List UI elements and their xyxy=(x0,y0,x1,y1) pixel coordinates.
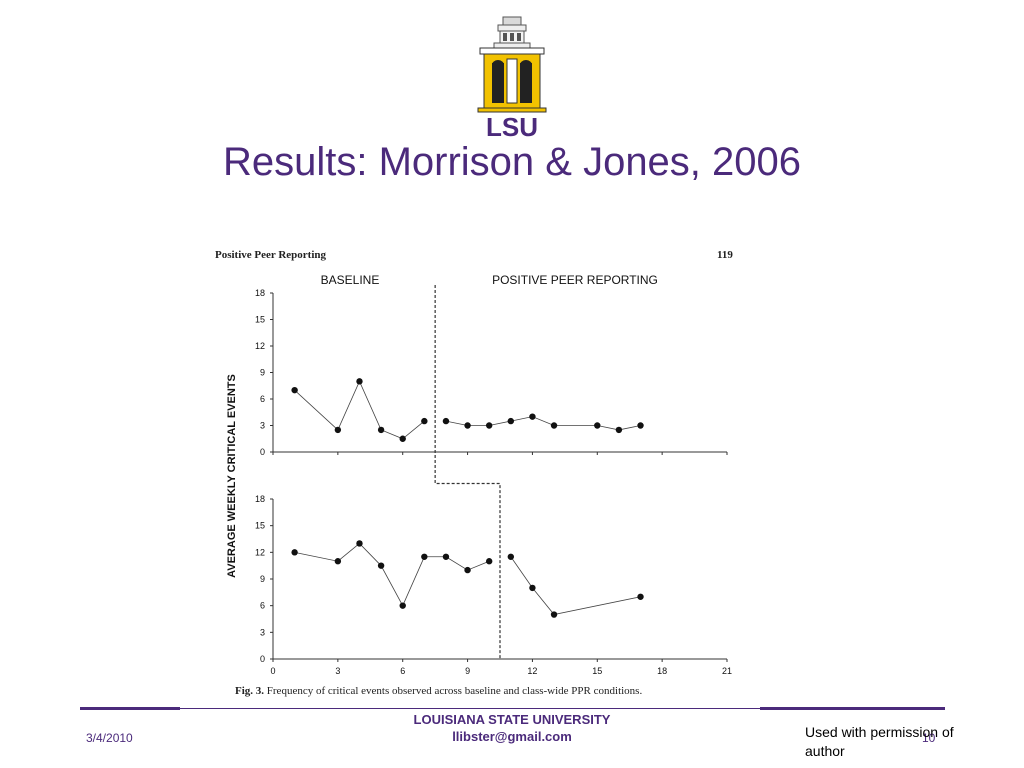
data-point xyxy=(615,426,623,434)
phase-change-line xyxy=(434,285,501,659)
footer-rule-right xyxy=(760,707,945,710)
y-tick-label: 0 xyxy=(260,654,265,664)
footer-email: llibster@gmail.com xyxy=(452,729,572,744)
figure-page-number: 119 xyxy=(717,249,733,261)
y-tick-label: 18 xyxy=(255,288,265,298)
x-tick-label: 18 xyxy=(657,666,667,676)
permission-note: Used with permission of author xyxy=(805,724,954,759)
y-tick-label: 15 xyxy=(255,315,265,325)
figure-header: Positive Peer Reporting xyxy=(215,249,326,261)
data-point xyxy=(377,426,385,434)
data-point xyxy=(550,611,558,618)
footer-rule-left xyxy=(80,707,180,710)
data-point xyxy=(485,422,493,429)
x-tick-label: 0 xyxy=(270,666,275,676)
data-point xyxy=(507,417,515,425)
x-tick-label: 6 xyxy=(400,666,405,676)
y-tick-label: 15 xyxy=(255,521,265,531)
x-tick-label: 15 xyxy=(592,666,602,676)
lsu-logo: LSU xyxy=(477,16,547,140)
y-tick-label: 3 xyxy=(260,421,265,431)
y-tick-label: 6 xyxy=(260,601,265,611)
data-point xyxy=(421,417,428,425)
data-point xyxy=(291,386,298,394)
data-point xyxy=(464,422,471,429)
chart: BASELINE POSITIVE PEER REPORTING AVERAGE W… xyxy=(226,273,732,676)
data-point xyxy=(529,413,536,420)
data-point xyxy=(529,584,536,592)
data-point xyxy=(550,422,558,429)
phase-label-baseline: BASELINE xyxy=(321,273,380,287)
data-point xyxy=(442,553,450,560)
y-tick-label: 9 xyxy=(260,368,265,378)
y-tick-label: 12 xyxy=(255,341,265,351)
footer-rule xyxy=(180,708,760,709)
y-tick-label: 3 xyxy=(260,627,265,637)
data-point xyxy=(507,553,515,560)
slide-title: Results: Morrison & Jones, 2006 xyxy=(222,140,802,184)
x-tick-label: 12 xyxy=(527,666,537,676)
series-line xyxy=(294,380,425,440)
y-tick-label: 0 xyxy=(260,447,265,457)
phase-label-ppr: POSITIVE PEER REPORTING xyxy=(492,273,658,287)
data-point xyxy=(291,549,298,556)
data-point xyxy=(334,426,342,434)
data-point xyxy=(334,558,342,565)
data-point xyxy=(637,422,644,429)
y-tick-label: 9 xyxy=(260,574,265,584)
series-line xyxy=(294,542,490,607)
data-point xyxy=(421,553,428,560)
caption-text: Frequency of critical events observed ac… xyxy=(266,685,643,697)
series-line xyxy=(445,416,641,431)
caption-prefix: Fig. 3. xyxy=(235,685,265,697)
x-tick-label: 9 xyxy=(465,666,470,676)
data-point xyxy=(356,540,363,547)
data-point xyxy=(485,558,493,565)
data-point xyxy=(356,378,363,385)
series-line xyxy=(510,556,641,615)
x-tick-label: 3 xyxy=(335,666,340,676)
data-point xyxy=(377,562,385,569)
y-tick-label: 6 xyxy=(260,394,265,404)
figure-caption: Fig. 3. Frequency of critical events obs… xyxy=(235,685,642,697)
data-point xyxy=(399,435,406,442)
data-point xyxy=(594,422,601,429)
y-axis-label: AVERAGE WEEKLY CRITICAL EVENTS xyxy=(226,374,238,578)
x-tick-label: 21 xyxy=(722,666,732,676)
data-point xyxy=(399,602,406,609)
data-point xyxy=(637,593,644,600)
y-tick-label: 18 xyxy=(255,494,265,504)
slide-number: 10 xyxy=(922,731,936,745)
lsu-logo-text: LSU xyxy=(486,112,538,140)
y-tick-label: 12 xyxy=(255,547,265,557)
data-point xyxy=(442,417,450,425)
footer-university: LOUISIANA STATE UNIVERSITY xyxy=(413,712,611,727)
footer-date: 3/4/2010 xyxy=(86,731,133,745)
data-point xyxy=(464,566,471,574)
